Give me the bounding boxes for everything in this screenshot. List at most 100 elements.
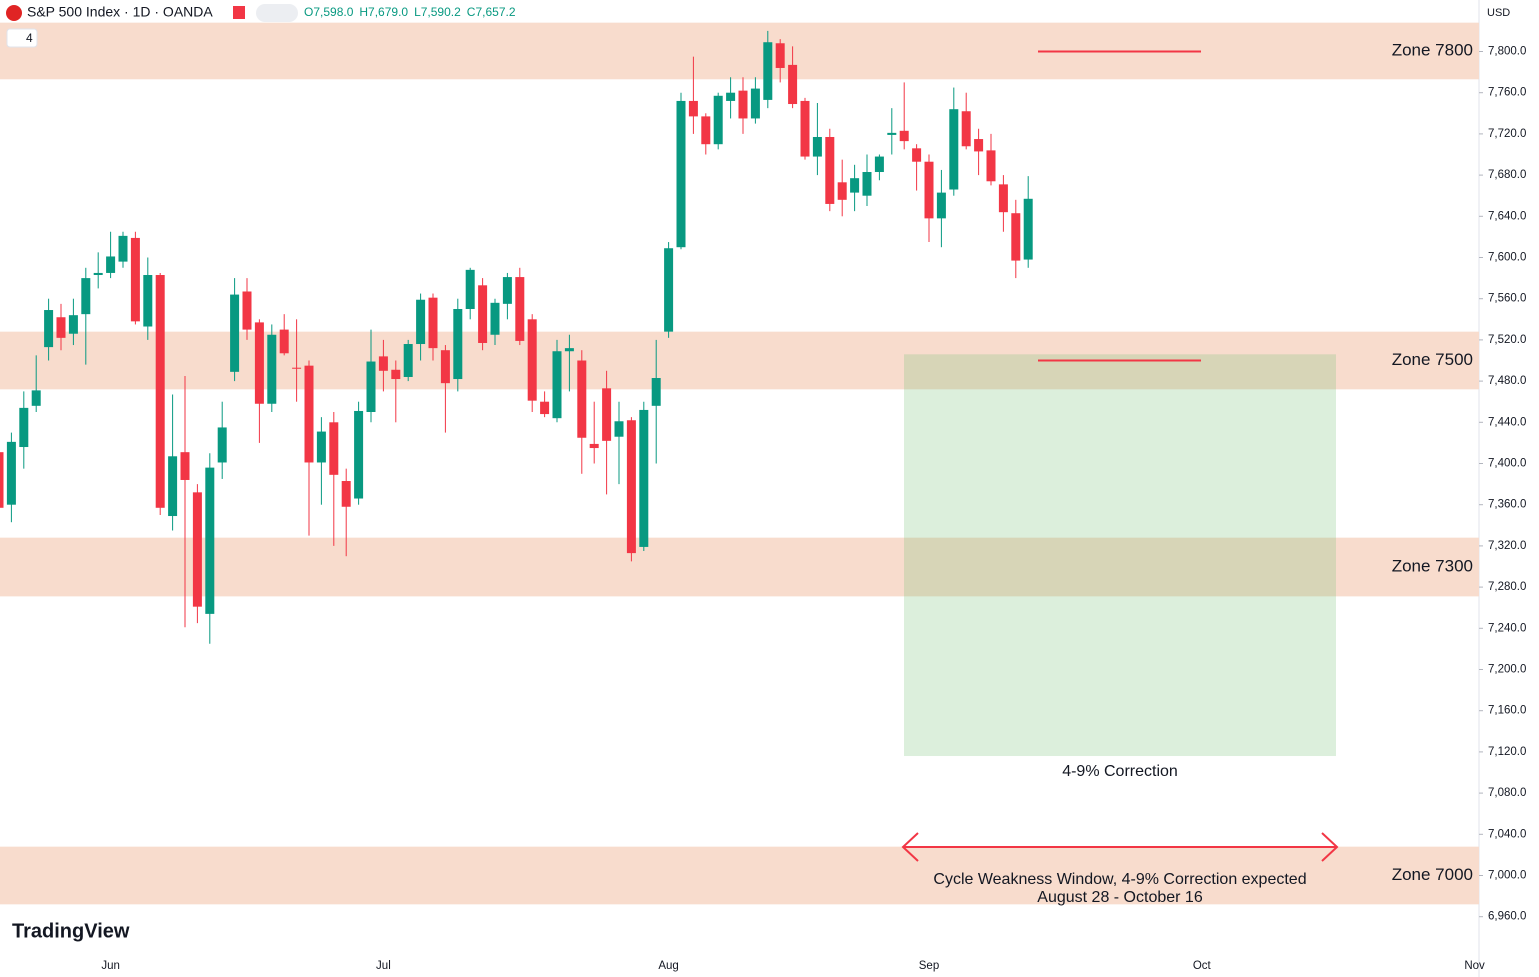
candle-body	[341, 481, 351, 507]
candle-body	[874, 156, 884, 173]
candle-body	[626, 420, 636, 554]
candle-body	[577, 360, 587, 438]
y-tick-label: 7,520.0	[1488, 334, 1526, 346]
candle-body	[230, 294, 240, 372]
candle-body	[316, 431, 326, 463]
y-tick-label: 7,200.0	[1488, 664, 1526, 676]
candle-body	[56, 317, 66, 338]
flag	[233, 6, 245, 19]
y-tick-label: 7,680.0	[1488, 169, 1526, 181]
y-tick-label: 7,000.0	[1488, 870, 1526, 882]
candle-body	[254, 322, 264, 404]
zone-label: Zone 7300	[1392, 556, 1473, 575]
candle-body	[812, 136, 822, 157]
candle-body	[490, 302, 500, 335]
candle-body	[701, 116, 711, 145]
currency[interactable]: USD	[1487, 7, 1510, 19]
candle-body	[726, 92, 736, 101]
candle-body	[453, 309, 463, 380]
y-tick-label: 7,760.0	[1488, 87, 1526, 99]
candle-body	[192, 492, 202, 607]
candle-body	[527, 319, 537, 401]
indicator-toggle[interactable]	[6, 28, 38, 48]
candle-body	[750, 88, 760, 119]
candle-body	[478, 285, 488, 343]
candle-body	[155, 275, 165, 508]
candle-body	[106, 256, 116, 273]
zone-label: Zone 7000	[1392, 865, 1473, 884]
ohlc-value: L7,590.2	[414, 5, 461, 19]
candle-body	[118, 235, 128, 262]
zone	[0, 537, 1479, 597]
candle-body	[366, 361, 376, 412]
candle-body	[1011, 213, 1021, 261]
candle-body	[912, 148, 922, 162]
candle-body	[93, 272, 103, 276]
y-tick-label: 7,440.0	[1488, 416, 1526, 428]
candle-body	[465, 269, 475, 309]
candle-body	[6, 441, 16, 505]
y-tick-label: 7,120.0	[1488, 746, 1526, 758]
zone	[0, 331, 1479, 390]
candle-body	[763, 42, 773, 100]
candle-body	[0, 452, 4, 508]
candle-body	[713, 95, 723, 145]
candle-body	[974, 139, 984, 152]
candle-body	[899, 130, 909, 142]
ohlc-value: O7,598.0	[304, 5, 354, 19]
candle-body	[279, 329, 289, 354]
candle-body	[515, 277, 525, 341]
ohlc-value: H7,679.0	[359, 5, 408, 19]
y-tick-label: 7,080.0	[1488, 787, 1526, 799]
candle-body	[354, 410, 364, 499]
candle-body	[837, 182, 847, 200]
y-tick-label: 7,560.0	[1488, 293, 1526, 305]
candle-body	[887, 132, 897, 135]
compare-pill	[256, 4, 298, 22]
y-tick-label: 7,320.0	[1488, 540, 1526, 552]
zone	[0, 22, 1479, 80]
candle-body	[862, 172, 872, 196]
candle-body	[664, 248, 674, 332]
candle-body	[775, 43, 785, 68]
zone-label: Zone 7500	[1392, 350, 1473, 369]
y-tick-label: 7,360.0	[1488, 499, 1526, 511]
candle-body	[44, 310, 54, 348]
candle-body	[68, 315, 78, 334]
symbol-icon	[6, 5, 22, 21]
candle-body	[19, 407, 29, 448]
candle-body	[850, 178, 860, 193]
window-dates: August 28 - October 16	[1037, 889, 1203, 906]
candle-body	[81, 278, 91, 315]
indicator-count: 4	[26, 31, 33, 45]
candle-body	[403, 344, 413, 377]
candle-body	[180, 452, 190, 480]
candle-body	[825, 136, 835, 204]
candle-body	[292, 367, 302, 369]
ohlc: O7,598.0 H7,679.0 L7,590.2 C7,657.2	[304, 5, 516, 19]
candle-body	[130, 237, 140, 322]
candle-body	[639, 409, 649, 547]
x-tick-label: Nov	[1464, 960, 1485, 972]
candle-body	[688, 100, 698, 117]
x-tick-label: Jul	[376, 960, 391, 972]
candle-body	[217, 427, 227, 463]
ohlc-value: C7,657.2	[467, 5, 516, 19]
candle-body	[205, 467, 215, 614]
brand: TradingView	[12, 920, 130, 942]
candle-body	[416, 299, 426, 345]
candle-body	[589, 443, 599, 449]
y-tick-label: 7,040.0	[1488, 828, 1526, 840]
chart-title: S&P 500 Index · 1D · OANDA	[27, 4, 213, 20]
candle-body	[961, 111, 971, 147]
y-tick-label: 7,480.0	[1488, 375, 1526, 387]
candle-body	[31, 390, 41, 406]
candle-body	[143, 275, 153, 327]
correction-label: 4-9% Correction	[1062, 763, 1178, 780]
candle-body	[502, 277, 512, 304]
candle-body	[788, 64, 798, 105]
candle-body	[564, 348, 574, 352]
y-tick-label: 7,800.0	[1488, 46, 1526, 58]
y-tick-label: 7,720.0	[1488, 128, 1526, 140]
